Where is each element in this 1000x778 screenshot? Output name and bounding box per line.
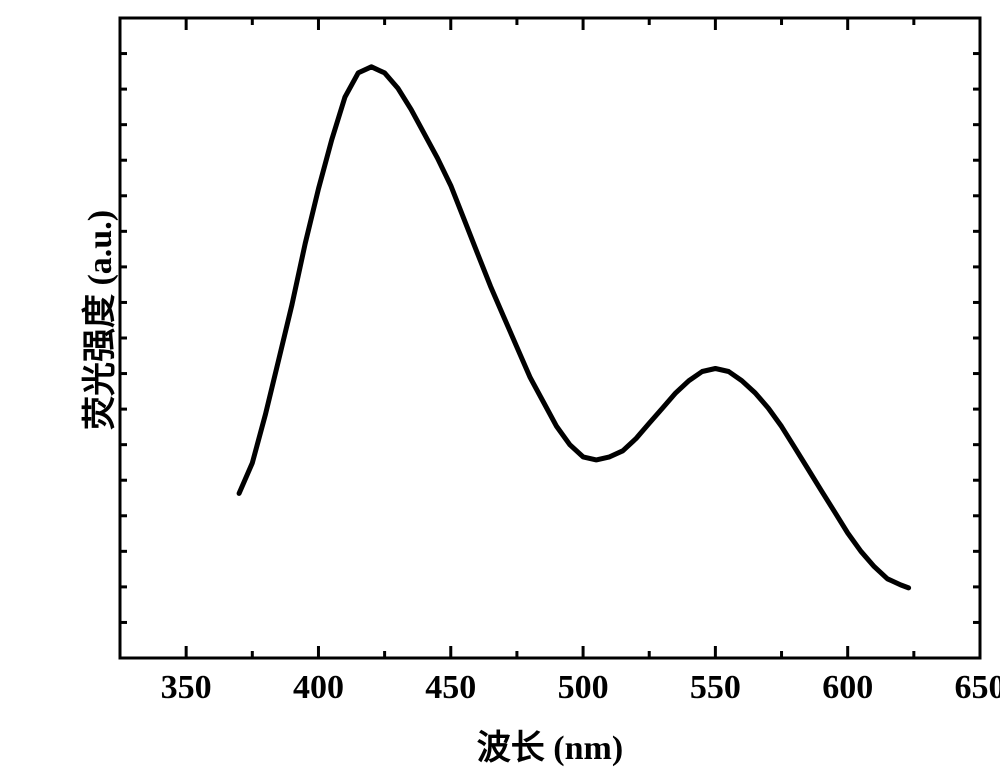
x-tick-label: 650 — [955, 669, 1000, 706]
x-tick-label: 400 — [293, 669, 344, 706]
spectrum-curve — [239, 67, 909, 588]
y-axis-title: 荧光强度 (a.u.) — [72, 110, 121, 530]
x-axis-title: 波长 (nm) — [120, 720, 980, 769]
chart-figure: 350 400 450 500 550 600 650 荧光强度 (a.u.) 波长 (nm… — [0, 0, 1000, 778]
x-tick-label: 600 — [822, 669, 873, 706]
x-tick-label: 500 — [558, 669, 609, 706]
x-tick-label: 550 — [690, 669, 741, 706]
x-tick-label: 350 — [161, 669, 212, 706]
chart-svg: 350 400 450 500 550 600 650 — [0, 0, 1000, 778]
x-tick-label: 450 — [425, 669, 476, 706]
